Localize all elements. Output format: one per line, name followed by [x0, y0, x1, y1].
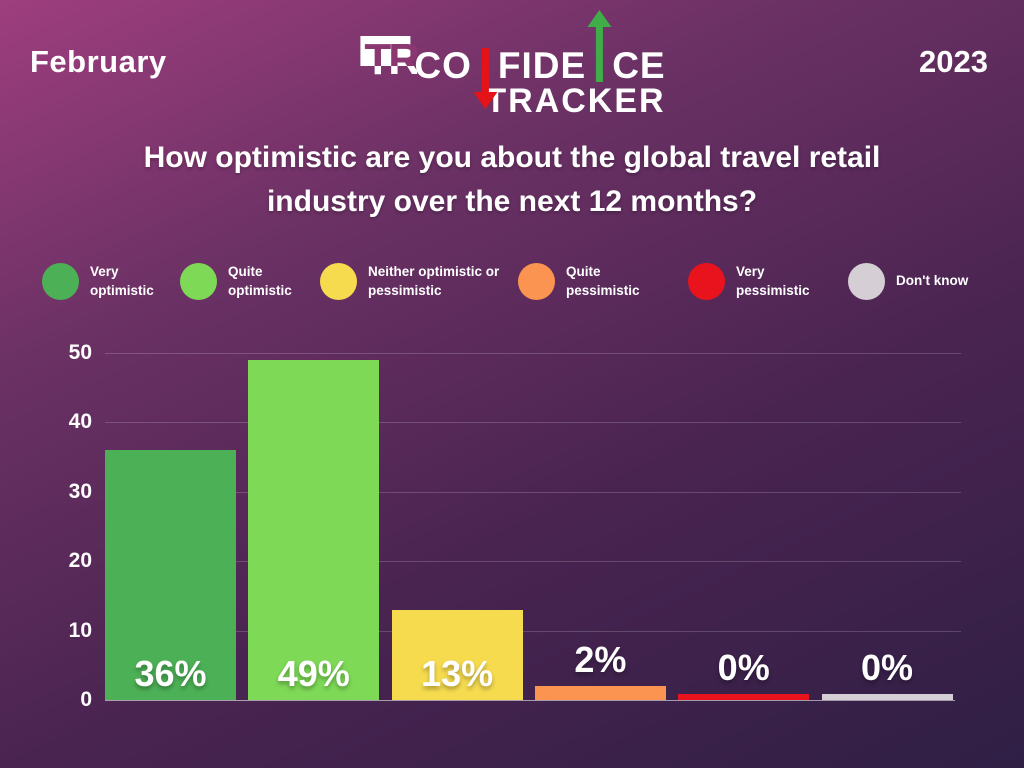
chart-title: How optimistic are you about the global … [143, 141, 881, 219]
legend-swatch [688, 263, 725, 300]
logo-text-fide: FIDE [497, 45, 587, 86]
chart-legend: Very optimistic Quite optimistic Neither o… [0, 263, 1024, 309]
tr-logo-mark-icon: TR TR [358, 36, 414, 106]
legend-item-label: Quite optimistic [228, 264, 292, 298]
down-arrow-icon [472, 46, 498, 109]
bar-value-label: 49% [277, 653, 350, 694]
gridline [105, 561, 961, 563]
logo-line-tracker: TRACKER [485, 82, 666, 120]
bar [248, 359, 380, 700]
y-tick-label: 10 [68, 618, 92, 642]
y-tick-label: 40 [68, 410, 92, 434]
legend-item: Don't know [848, 263, 1024, 300]
bar [678, 693, 810, 700]
legend-swatch [320, 263, 357, 300]
header-year: 2023 [919, 44, 988, 79]
bar [821, 693, 953, 700]
bar-chart: 0 10 20 30 40 50 36% 49% 13% 2% 0% 0% [0, 330, 1024, 750]
legend-swatch [42, 263, 79, 300]
bar [105, 450, 236, 700]
y-tick-label: 0 [80, 688, 92, 711]
chart-title-wrap: How optimistic are you about the global … [0, 136, 1024, 224]
legend-item: Quite pessimistic [518, 263, 658, 300]
legend-item: Neither optimistic or pessimistic [320, 263, 526, 300]
header-month: February [30, 44, 167, 79]
bar [534, 686, 666, 700]
bar-value-label: 0% [860, 646, 914, 688]
legend-item-label: Neither optimistic or pessimistic [368, 264, 500, 298]
y-tick-label: 20 [68, 549, 92, 573]
up-arrow-icon [586, 10, 612, 84]
legend-item-label: Very pessimistic [736, 264, 810, 298]
bar-value-label: 13% [421, 653, 494, 694]
gridline [105, 491, 961, 493]
y-tick-label: 50 [68, 341, 92, 364]
legend-swatch [518, 263, 555, 300]
bar-value-label: 2% [574, 639, 627, 681]
gridline [105, 630, 961, 632]
bar [391, 609, 523, 700]
legend-item-label: Very optimistic [90, 264, 154, 298]
tr-logo-letters: TR [364, 66, 417, 82]
logo-wordmark: CO FIDE CE TRACKER [414, 10, 666, 120]
gridline [105, 422, 961, 424]
logo-line-confidence: CO FIDE CE [414, 10, 666, 109]
x-baseline [105, 700, 955, 701]
legend-item-label: Quite pessimistic [566, 264, 640, 298]
logo-text-ce: CE [612, 45, 666, 86]
tr-logo-box [360, 36, 411, 66]
legend-swatch [848, 263, 885, 300]
legend-swatch [180, 263, 217, 300]
y-tick-label: 30 [68, 479, 92, 503]
bar-value-label: 36% [134, 653, 207, 694]
gridline [105, 353, 961, 354]
logo-text-co: CO [414, 45, 472, 86]
legend-item: Very optimistic [42, 263, 172, 300]
confidence-tracker-logo: TR TR CO FIDE CE TRACKER [358, 10, 666, 120]
legend-item: Very pessimistic [688, 263, 834, 300]
legend-item: Quite optimistic [180, 263, 316, 300]
bar-value-label: 0% [717, 646, 770, 688]
legend-item-label: Don't know [896, 273, 969, 289]
